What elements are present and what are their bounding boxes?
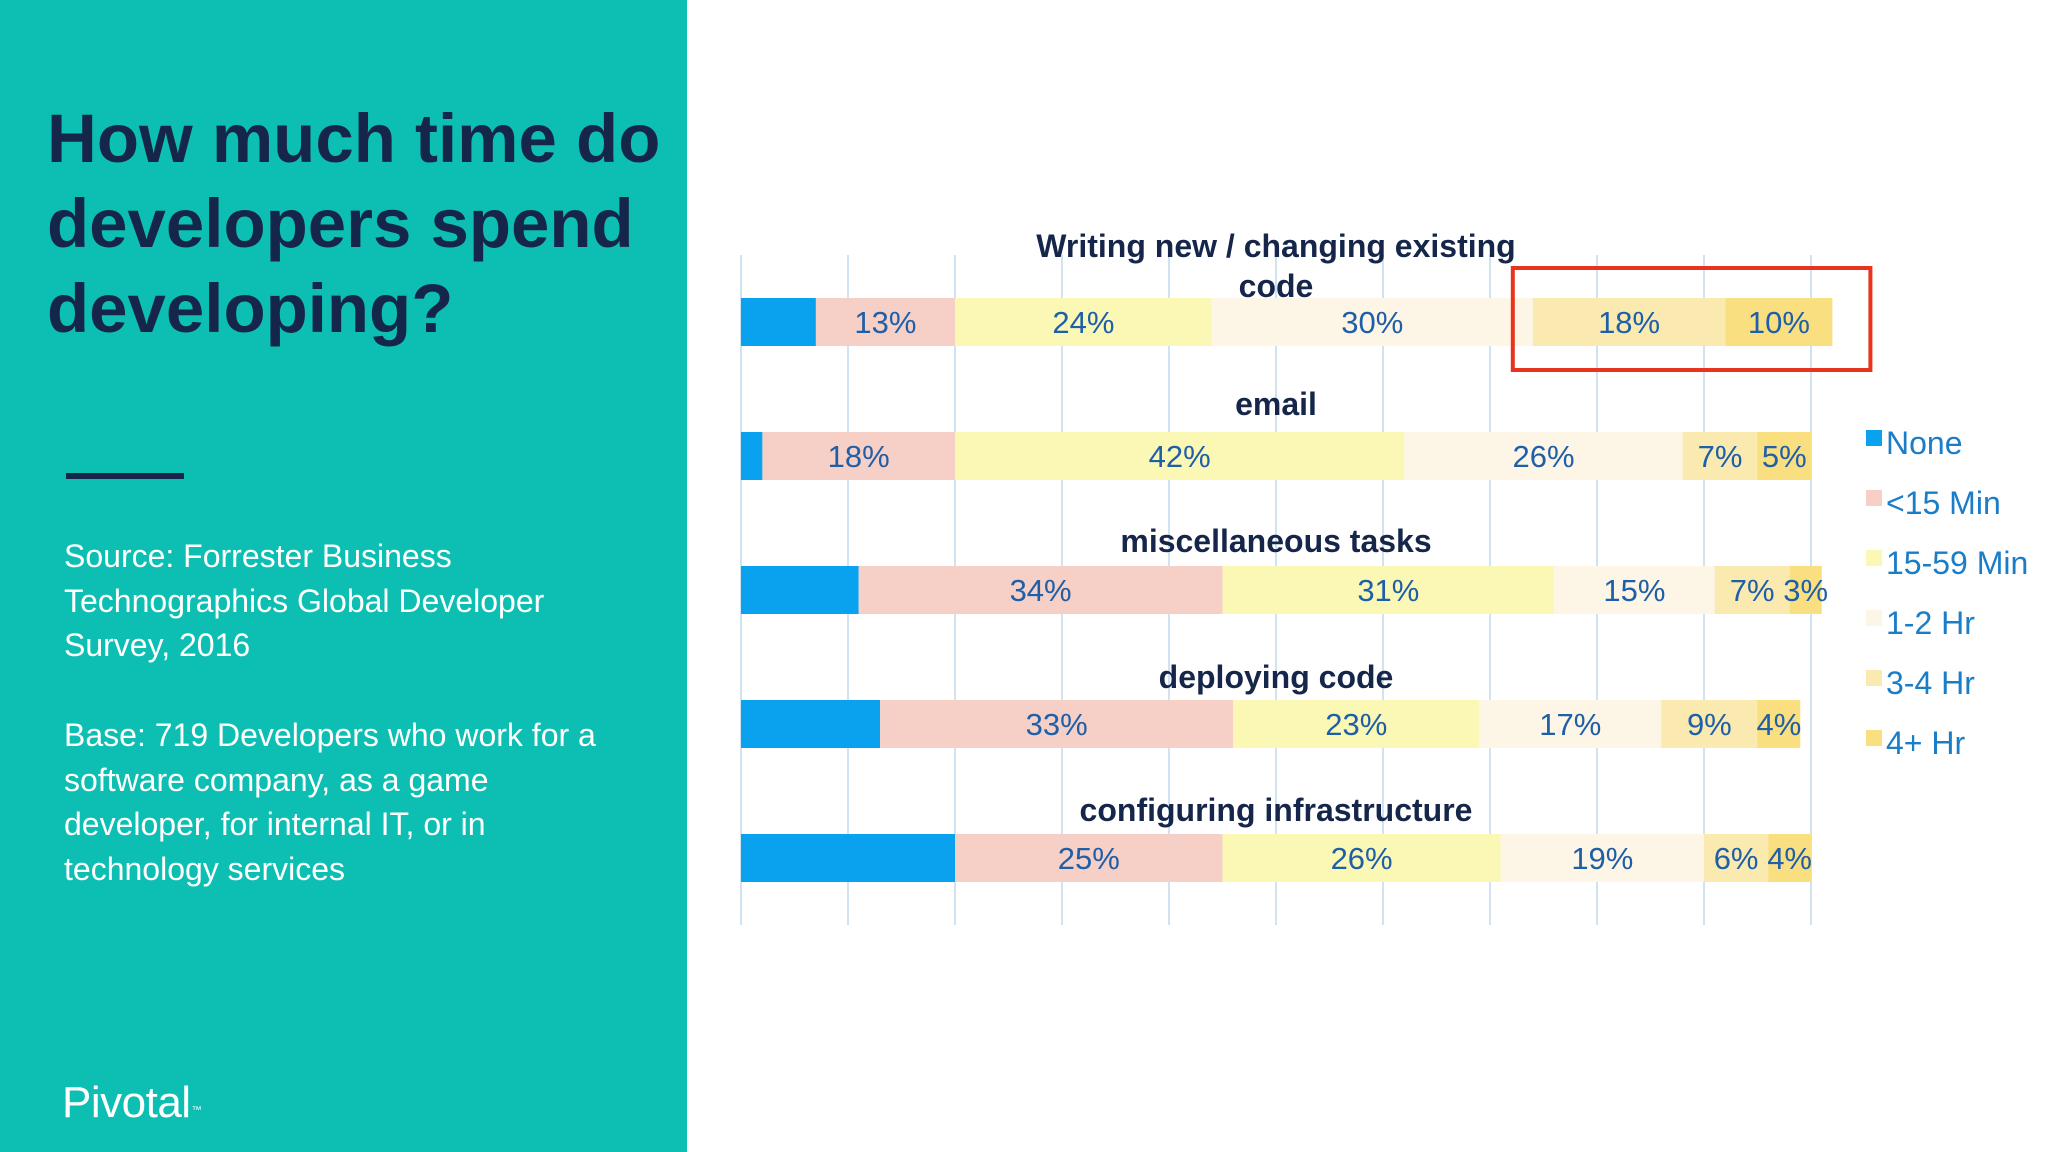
bar-segment (762, 432, 955, 480)
data-label: 18% (828, 439, 890, 474)
data-label: 10% (1748, 305, 1810, 340)
bar-segment (1768, 834, 1811, 882)
data-label: 4% (1767, 841, 1812, 876)
legend-label: None (1886, 425, 1963, 461)
data-label: 33% (1026, 707, 1088, 742)
data-label: 13% (854, 305, 916, 340)
bar-segment (955, 298, 1212, 346)
data-label: 26% (1512, 439, 1574, 474)
bar-segment (815, 298, 955, 346)
bar-segment (955, 834, 1223, 882)
data-label: 6% (1714, 841, 1759, 876)
bar-segment (955, 432, 1405, 480)
bar-segment (1757, 432, 1811, 480)
bar-segment (1554, 566, 1715, 614)
bar-segment (1532, 298, 1726, 346)
bar-segment (1479, 700, 1662, 748)
legend-swatch (1866, 730, 1882, 746)
legend: None <15 Min 15-59 Min 1-2 Hr 3-4 Hr 4+ Hr (1866, 425, 2028, 761)
bar-segment (741, 432, 763, 480)
data-label: 9% (1687, 707, 1732, 742)
category-title: Writing new / changing existing code (1036, 228, 1515, 304)
data-label: 17% (1539, 707, 1601, 742)
legend-swatch (1866, 490, 1882, 506)
bar-segment (1404, 432, 1683, 480)
data-label: 18% (1598, 305, 1660, 340)
legend-label: 15-59 Min (1886, 545, 2028, 581)
bar-segment (741, 834, 955, 882)
bar-segment (1233, 700, 1480, 748)
highlight-layer (1510, 266, 1873, 372)
data-label: 5% (1762, 439, 1807, 474)
legend-swatch (1866, 550, 1882, 566)
bar-segment (1222, 834, 1501, 882)
bar-segment (1661, 700, 1758, 748)
legend-swatch (1866, 430, 1882, 446)
bar-segment (1682, 432, 1758, 480)
bar-segment (858, 566, 1223, 614)
legend-label: <15 Min (1886, 485, 2001, 521)
data-label: 25% (1058, 841, 1120, 876)
title-divider (66, 473, 184, 479)
data-label: 42% (1149, 439, 1211, 474)
category-titles: Writing new / changing existing code email… (1036, 228, 1515, 828)
pivotal-logo: Pivotal™ (62, 1078, 202, 1127)
bar-segment (880, 700, 1234, 748)
slide-title: How much time do developers spend develo… (47, 100, 661, 347)
bar-segment (741, 566, 859, 614)
bar-segment (1211, 298, 1533, 346)
data-label: 4% (1756, 707, 1801, 742)
data-label: 7% (1730, 573, 1775, 608)
stacked-bar-chart: 13% 24% 30% 18% 10%18% 42% 26% 7% 5%34% 31% 15% 7% 3… (740, 228, 2028, 925)
bar-segment (1757, 700, 1801, 748)
legend-label: 4+ Hr (1886, 725, 1965, 761)
category-title: email (1235, 386, 1317, 422)
category-title: miscellaneous tasks (1120, 523, 1431, 559)
legend-label: 1-2 Hr (1886, 605, 1975, 641)
data-label: 26% (1331, 841, 1393, 876)
logo-text: Pivotal (62, 1078, 191, 1127)
bar-segment (1725, 298, 1833, 346)
legend-swatch (1866, 670, 1882, 686)
data-label: 7% (1698, 439, 1743, 474)
data-label: 31% (1357, 573, 1419, 608)
bar-segment (1704, 834, 1769, 882)
bar-segment (1789, 566, 1822, 614)
bar-segment (1714, 566, 1790, 614)
data-label: 34% (1010, 573, 1072, 608)
category-title: configuring infrastructure (1080, 792, 1473, 828)
data-label: 19% (1571, 841, 1633, 876)
base-text: Base: 719 Developers who work for a soft… (64, 717, 596, 887)
bar-segment (1222, 566, 1555, 614)
data-label: 3% (1783, 573, 1828, 608)
highlight-box (1510, 266, 1873, 372)
bars-layer: 13% 24% 30% 18% 10%18% 42% 26% 7% 5%34% 31% 15% 7% 3… (741, 298, 1833, 882)
bar-segment (1500, 834, 1704, 882)
legend-swatch (1866, 610, 1882, 626)
data-label: 24% (1052, 305, 1114, 340)
source-text: Source: Forrester Business Technographic… (64, 538, 545, 663)
category-title: deploying code (1159, 659, 1394, 695)
data-label: 15% (1603, 573, 1665, 608)
data-label: 30% (1341, 305, 1403, 340)
data-label: 23% (1325, 707, 1387, 742)
left-panel: How much time do developers spend develo… (0, 0, 687, 1152)
bar-segment (741, 298, 816, 346)
bar-segment (741, 700, 881, 748)
legend-label: 3-4 Hr (1886, 665, 1975, 701)
